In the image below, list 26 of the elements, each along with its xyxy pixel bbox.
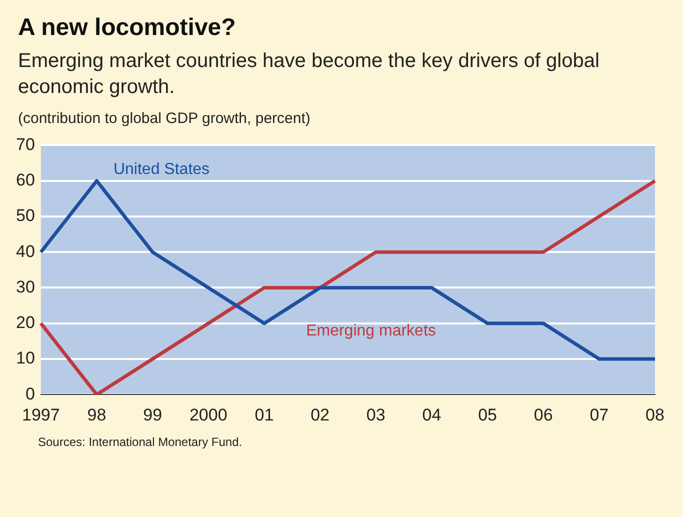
x-tick-label: 08	[646, 405, 664, 424]
x-tick-label: 1997	[22, 405, 60, 424]
x-tick-label: 99	[143, 405, 162, 424]
y-tick-label: 50	[16, 206, 35, 226]
x-tick-label: 02	[310, 405, 330, 424]
x-tick-label: 01	[254, 405, 274, 424]
x-tick-label: 05	[478, 405, 497, 424]
series-label: United States	[113, 161, 210, 178]
text: Emerging markets	[306, 322, 436, 340]
chart-subtitle: Emerging market countries have become the key drivers of global economic growth.	[18, 49, 600, 100]
x-tick-label: 06	[534, 405, 553, 424]
y-tick-label: 30	[16, 277, 35, 296]
y-tick-label: 10	[16, 348, 35, 368]
x-tick-label: 04	[422, 405, 442, 424]
y-axis-title: (contribution to global GDP growth, percent)	[18, 110, 312, 127]
chart-title: A new locomotive?	[18, 14, 237, 42]
x-tick-label: 07	[590, 405, 609, 424]
y-tick-label: 70	[16, 134, 35, 154]
y-tick-label: 40	[16, 242, 35, 261]
y-tick-label: 60	[16, 170, 35, 190]
y-tick-label: 20	[16, 313, 35, 332]
x-tick-label: 98	[87, 405, 106, 424]
x-tick-label: 03	[366, 405, 386, 424]
source-note: Sources: International Monetary Fund.	[38, 435, 244, 449]
x-tick-label: 2000	[189, 405, 228, 424]
y-tick-label: 0	[25, 384, 35, 404]
